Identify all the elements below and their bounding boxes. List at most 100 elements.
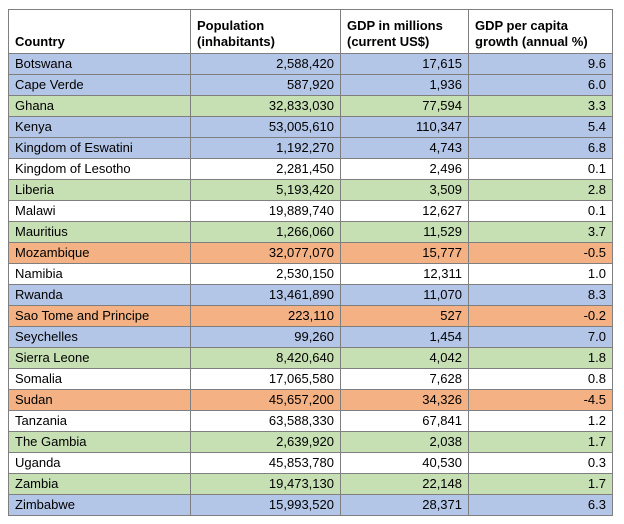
cell-growth: 0.1 [468, 158, 613, 180]
cell-population: 63,588,330 [190, 410, 341, 432]
header-country: Country [8, 9, 191, 54]
cell-growth: 1.2 [468, 410, 613, 432]
table-row: Kingdom of Eswatini 1,192,270 4,743 6.8 [8, 137, 613, 159]
cell-growth: 1.8 [468, 347, 613, 369]
cell-growth: 3.7 [468, 221, 613, 243]
header-growth-line2: growth (annual %) [475, 34, 588, 49]
table-row: Mauritius 1,266,060 11,529 3.7 [8, 221, 613, 243]
cell-growth: 7.0 [468, 326, 613, 348]
cell-country: Cape Verde [8, 74, 191, 96]
cell-gdp: 67,841 [340, 410, 469, 432]
table-row: Sao Tome and Principe 223,110 527 -0.2 [8, 305, 613, 327]
cell-country: Zambia [8, 473, 191, 495]
cell-population: 2,281,450 [190, 158, 341, 180]
cell-growth: -0.5 [468, 242, 613, 264]
cell-gdp: 527 [340, 305, 469, 327]
table-row: Botswana 2,588,420 17,615 9.6 [8, 53, 613, 75]
cell-country: Mozambique [8, 242, 191, 264]
cell-population: 1,192,270 [190, 137, 341, 159]
cell-population: 45,853,780 [190, 452, 341, 474]
cell-growth: 0.3 [468, 452, 613, 474]
cell-gdp: 40,530 [340, 452, 469, 474]
cell-country: Sierra Leone [8, 347, 191, 369]
cell-growth: 1.7 [468, 431, 613, 453]
cell-country: Sao Tome and Principe [8, 305, 191, 327]
cell-country: The Gambia [8, 431, 191, 453]
header-gdp-line2: (current US$) [347, 34, 430, 49]
cell-gdp: 77,594 [340, 95, 469, 117]
cell-gdp: 15,777 [340, 242, 469, 264]
cell-population: 5,193,420 [190, 179, 341, 201]
cell-gdp: 11,529 [340, 221, 469, 243]
cell-growth: 3.3 [468, 95, 613, 117]
cell-country: Kenya [8, 116, 191, 138]
cell-population: 99,260 [190, 326, 341, 348]
cell-gdp: 22,148 [340, 473, 469, 495]
cell-growth: 1.0 [468, 263, 613, 285]
cell-country: Somalia [8, 368, 191, 390]
table-row: Kenya 53,005,610 110,347 5.4 [8, 116, 613, 138]
cell-population: 8,420,640 [190, 347, 341, 369]
header-gdp: GDP in millions (current US$) [340, 9, 469, 54]
cell-population: 32,077,070 [190, 242, 341, 264]
table-row: Sudan 45,657,200 34,326 -4.5 [8, 389, 613, 411]
cell-growth: -4.5 [468, 389, 613, 411]
header-growth: GDP per capita growth (annual %) [468, 9, 613, 54]
cell-country: Botswana [8, 53, 191, 75]
table-row: Mozambique 32,077,070 15,777 -0.5 [8, 242, 613, 264]
table-row: Zimbabwe 15,993,520 28,371 6.3 [8, 494, 613, 516]
header-population-line2: (inhabitants) [197, 34, 275, 49]
cell-population: 223,110 [190, 305, 341, 327]
cell-population: 19,473,130 [190, 473, 341, 495]
cell-country: Malawi [8, 200, 191, 222]
cell-growth: 6.8 [468, 137, 613, 159]
cell-growth: 5.4 [468, 116, 613, 138]
cell-gdp: 34,326 [340, 389, 469, 411]
cell-growth: 2.8 [468, 179, 613, 201]
cell-country: Kingdom of Eswatini [8, 137, 191, 159]
cell-growth: 6.3 [468, 494, 613, 516]
cell-gdp: 12,627 [340, 200, 469, 222]
table-row: Tanzania 63,588,330 67,841 1.2 [8, 410, 613, 432]
country-data-table: Country Population (inhabitants) GDP in m… [8, 9, 613, 516]
table-row: Cape Verde 587,920 1,936 6.0 [8, 74, 613, 96]
cell-gdp: 12,311 [340, 263, 469, 285]
cell-country: Sudan [8, 389, 191, 411]
table-row: Zambia 19,473,130 22,148 1.7 [8, 473, 613, 495]
table-row: The Gambia 2,639,920 2,038 1.7 [8, 431, 613, 453]
cell-population: 32,833,030 [190, 95, 341, 117]
header-population-line1: Population [197, 18, 265, 33]
cell-country: Liberia [8, 179, 191, 201]
cell-country: Tanzania [8, 410, 191, 432]
cell-growth: 6.0 [468, 74, 613, 96]
cell-country: Ghana [8, 95, 191, 117]
cell-gdp: 1,454 [340, 326, 469, 348]
cell-gdp: 110,347 [340, 116, 469, 138]
header-gdp-line1: GDP in millions [347, 18, 443, 33]
cell-gdp: 28,371 [340, 494, 469, 516]
cell-growth: -0.2 [468, 305, 613, 327]
cell-growth: 1.7 [468, 473, 613, 495]
cell-country: Namibia [8, 263, 191, 285]
table-row: Somalia 17,065,580 7,628 0.8 [8, 368, 613, 390]
table-row: Seychelles 99,260 1,454 7.0 [8, 326, 613, 348]
cell-country: Zimbabwe [8, 494, 191, 516]
cell-population: 19,889,740 [190, 200, 341, 222]
cell-gdp: 3,509 [340, 179, 469, 201]
table-row: Sierra Leone 8,420,640 4,042 1.8 [8, 347, 613, 369]
cell-gdp: 7,628 [340, 368, 469, 390]
cell-gdp: 2,496 [340, 158, 469, 180]
cell-population: 15,993,520 [190, 494, 341, 516]
table-row: Ghana 32,833,030 77,594 3.3 [8, 95, 613, 117]
cell-population: 587,920 [190, 74, 341, 96]
table-row: Liberia 5,193,420 3,509 2.8 [8, 179, 613, 201]
header-growth-line1: GDP per capita [475, 18, 568, 33]
cell-country: Kingdom of Lesotho [8, 158, 191, 180]
cell-country: Rwanda [8, 284, 191, 306]
table-row: Namibia 2,530,150 12,311 1.0 [8, 263, 613, 285]
cell-growth: 0.8 [468, 368, 613, 390]
cell-growth: 8.3 [468, 284, 613, 306]
header-country-line1: Country [15, 34, 65, 49]
cell-population: 45,657,200 [190, 389, 341, 411]
table-row: Malawi 19,889,740 12,627 0.1 [8, 200, 613, 222]
